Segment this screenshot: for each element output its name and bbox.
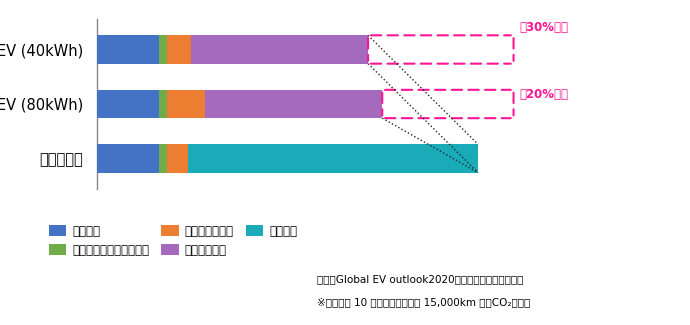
Bar — [159, 144, 167, 173]
Text: 約30%削減: 約30%削減 — [520, 21, 569, 34]
Bar — [167, 90, 205, 118]
Text: ※車両寿命 10 年、年間走行距離 15,000km でのCO₂排出量: ※車両寿命 10 年、年間走行距離 15,000km でのCO₂排出量 — [317, 297, 531, 307]
Bar — [159, 35, 167, 64]
Bar — [97, 90, 159, 118]
Bar — [97, 144, 159, 173]
Text: 出典：Global EV outlook2020（国際エネルギー機関）: 出典：Global EV outlook2020（国際エネルギー機関） — [317, 275, 524, 285]
Bar — [205, 90, 382, 118]
Bar — [97, 35, 159, 64]
Bar — [159, 90, 167, 118]
Bar — [167, 144, 188, 173]
Legend: 車両製造, 組立・廃棄・リサイクル, バッテリー製造, 燃料製造段階, 使用段階: 車両製造, 組立・廃棄・リサイクル, バッテリー製造, 燃料製造段階, 使用段階 — [49, 225, 297, 257]
Text: 約20%削減: 約20%削減 — [520, 88, 569, 101]
Bar — [190, 35, 368, 64]
Bar — [167, 35, 190, 64]
Bar — [188, 144, 478, 173]
